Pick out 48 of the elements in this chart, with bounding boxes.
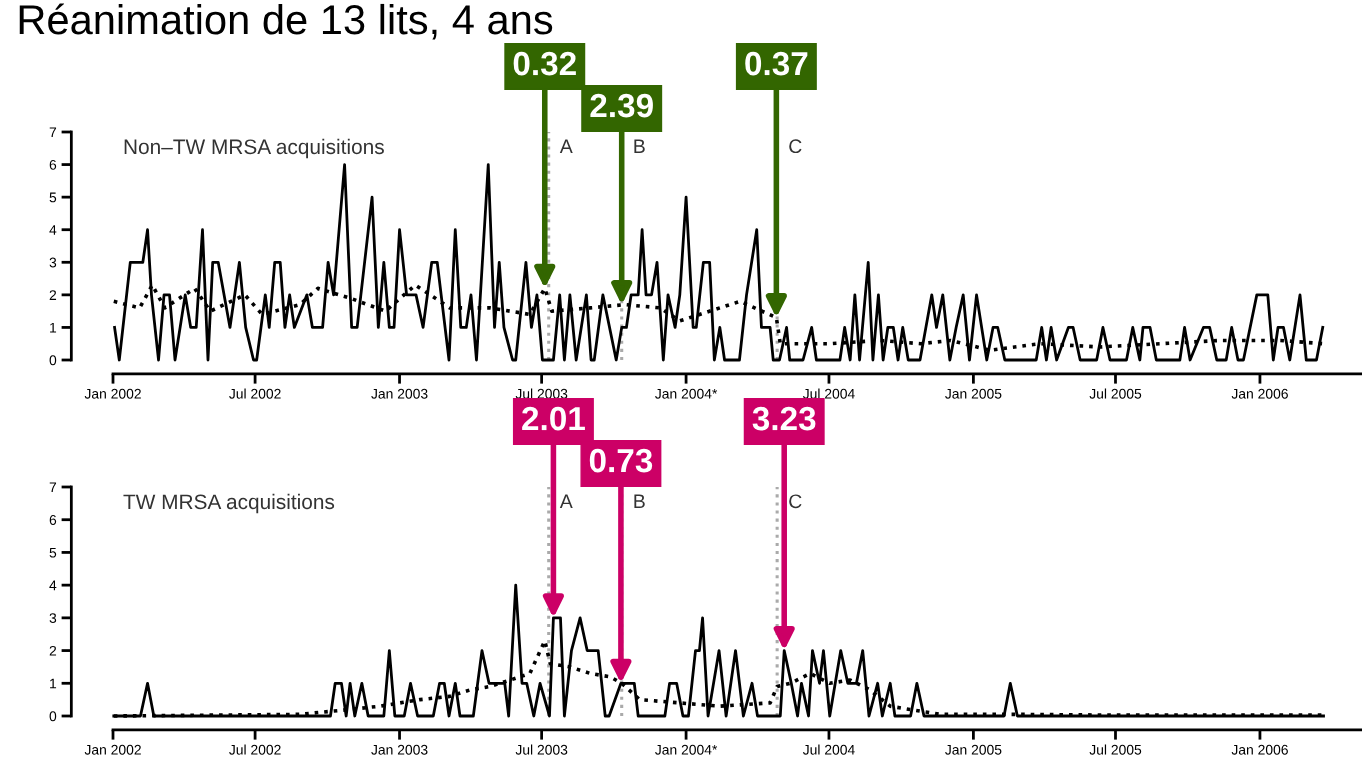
y-tick-label: 3 bbox=[49, 257, 57, 268]
y-tick-label: 5 bbox=[49, 192, 57, 203]
x-tick-label: Jan 2004* bbox=[655, 388, 718, 399]
chart-subtitle: TW MRSA acquisitions bbox=[123, 493, 335, 514]
y-tick-label: 5 bbox=[49, 547, 57, 558]
y-tick-label: 7 bbox=[49, 482, 57, 493]
y-tick-label: 0 bbox=[49, 355, 57, 366]
y-tick-label: 6 bbox=[49, 515, 57, 525]
y-tick-label: 4 bbox=[49, 225, 57, 235]
x-tick-label: Jan 2004* bbox=[655, 744, 718, 755]
y-tick-label: 6 bbox=[49, 159, 57, 170]
annotation: 0.37 bbox=[745, 51, 808, 76]
y-tick-label: 1 bbox=[50, 322, 57, 333]
x-tick-label: Jan 2002 bbox=[84, 388, 141, 399]
x-tick-label: Jul 2005 bbox=[1089, 744, 1142, 755]
x-tick-label: Jan 2005 bbox=[945, 388, 1002, 399]
x-tick-label: Jan 2006 bbox=[1231, 744, 1288, 755]
y-tick-label: 0 bbox=[49, 711, 57, 722]
y-tick-label: 2 bbox=[49, 645, 57, 656]
annotation: 0.32 bbox=[513, 51, 576, 76]
y-tick-label: 1 bbox=[50, 678, 57, 689]
chart-subtitle: Non–TW MRSA acquisitions bbox=[124, 138, 384, 159]
ref-line-label: A bbox=[559, 139, 573, 153]
ref-line-label: A bbox=[559, 494, 573, 508]
x-tick-label: Jul 2003 bbox=[515, 744, 568, 755]
y-tick-label: 3 bbox=[49, 613, 57, 624]
x-tick-label: Jan 2003 bbox=[371, 388, 428, 399]
y-tick-label: 2 bbox=[49, 290, 57, 300]
x-tick-label: Jul 2002 bbox=[229, 744, 281, 755]
x-tick-label: Jan 2005 bbox=[945, 744, 1002, 755]
line-series bbox=[113, 163, 1325, 362]
annotation: 2.01 bbox=[522, 406, 585, 431]
x-tick-label: Jan 2002 bbox=[84, 744, 141, 755]
y-tick-label: 7 bbox=[49, 127, 57, 138]
x-tick-label: Jul 2005 bbox=[1089, 388, 1142, 399]
y-tick-label: 4 bbox=[49, 580, 57, 591]
ref-line-label: C bbox=[789, 494, 802, 509]
ref-line-label: B bbox=[634, 139, 645, 153]
annotation: 2.39 bbox=[590, 93, 653, 118]
x-tick-label: Jan 2006 bbox=[1231, 388, 1288, 399]
x-tick-label: Jul 2002 bbox=[229, 388, 281, 399]
x-tick-label: Jan 2003 bbox=[371, 744, 428, 755]
annotation: 3.23 bbox=[752, 406, 816, 431]
ref-line-label: B bbox=[634, 494, 645, 508]
chart-title: Réanimation de 13 lits, 4 ans bbox=[19, 3, 553, 40]
annotation: 0.73 bbox=[589, 448, 653, 473]
x-tick-label: Jul 2004 bbox=[802, 744, 855, 755]
ref-line-label: C bbox=[789, 139, 802, 154]
